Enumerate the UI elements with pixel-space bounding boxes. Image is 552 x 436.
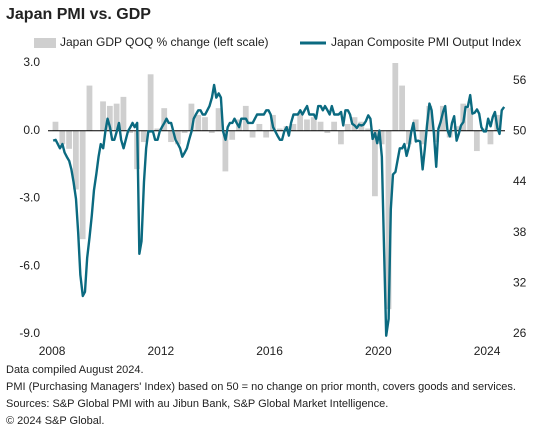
bar (120, 96, 127, 131)
y2-tick-label: 44 (513, 174, 527, 188)
bar (202, 117, 208, 131)
bar (263, 130, 270, 138)
bar (378, 130, 385, 145)
bar (331, 121, 338, 131)
bar (433, 130, 439, 143)
bar (304, 119, 310, 131)
legend-swatch (34, 38, 56, 48)
bar (154, 128, 161, 131)
bar (208, 130, 215, 134)
y2-tick-label: 32 (513, 276, 527, 290)
x-tick-label: 2012 (147, 344, 174, 358)
bar (439, 105, 446, 131)
bar (86, 85, 93, 131)
line (52, 83, 506, 337)
bar (487, 130, 494, 145)
y-tick-label: -3.0 (19, 191, 40, 205)
bar (385, 130, 392, 310)
bar (195, 114, 202, 131)
footnote: Sources: S&P Global PMI with au Jibun Ba… (6, 398, 388, 410)
bar (100, 101, 106, 131)
footnote: © 2024 S&P Global. (6, 415, 104, 427)
y2-tick-label: 38 (513, 225, 527, 239)
y2-tick-label: 50 (513, 124, 527, 138)
legend-label: Japan GDP QOQ % change (left scale) (60, 35, 269, 49)
bar (338, 130, 344, 145)
bar (72, 130, 79, 190)
bar (168, 130, 174, 143)
bar (147, 74, 154, 131)
bar (426, 105, 433, 131)
bar (467, 108, 473, 131)
bar (473, 130, 480, 152)
footnote: PMI (Purchasing Managers' Index) based o… (6, 381, 516, 393)
x-tick-label: 2024 (474, 344, 501, 358)
y-tick-label: -6.0 (19, 258, 40, 272)
bar (79, 130, 86, 240)
bar (419, 130, 426, 145)
bar (256, 123, 263, 131)
bar (52, 121, 59, 131)
bar (174, 130, 181, 145)
bar (290, 123, 297, 131)
bar (324, 130, 331, 134)
footnote: Data compiled August 2024. (6, 364, 144, 376)
bar (310, 117, 317, 131)
bar (344, 123, 351, 131)
bar (161, 108, 168, 131)
bar (297, 112, 304, 131)
bar (229, 130, 236, 140)
y-tick-label: 0.0 (23, 123, 40, 137)
y2-tick-label: 26 (513, 326, 527, 340)
bar (188, 103, 195, 131)
y-tick-label: -9.0 (19, 326, 40, 340)
bar (392, 63, 399, 131)
bar (399, 85, 405, 131)
x-tick-label: 2016 (256, 344, 283, 358)
x-tick-label: 2020 (365, 344, 392, 358)
bar (59, 130, 66, 145)
y-tick-label: 3.0 (23, 55, 40, 69)
bar (127, 130, 134, 134)
chart-title: Japan PMI vs. GDP (6, 6, 151, 23)
legend-label: Japan Composite PMI Output Index (331, 35, 521, 49)
bar (222, 130, 229, 172)
bar (249, 130, 256, 138)
bar (140, 130, 147, 143)
bar (317, 121, 324, 131)
y2-tick-label: 56 (513, 73, 527, 87)
bar (181, 130, 188, 134)
bar (372, 130, 378, 197)
bar (215, 108, 222, 131)
bar (365, 128, 372, 131)
bar (113, 103, 120, 131)
bar (276, 128, 283, 131)
x-tick-label: 2008 (39, 344, 66, 358)
bar (406, 130, 412, 145)
bar (106, 105, 113, 131)
bar (66, 130, 72, 149)
bar (412, 119, 419, 131)
